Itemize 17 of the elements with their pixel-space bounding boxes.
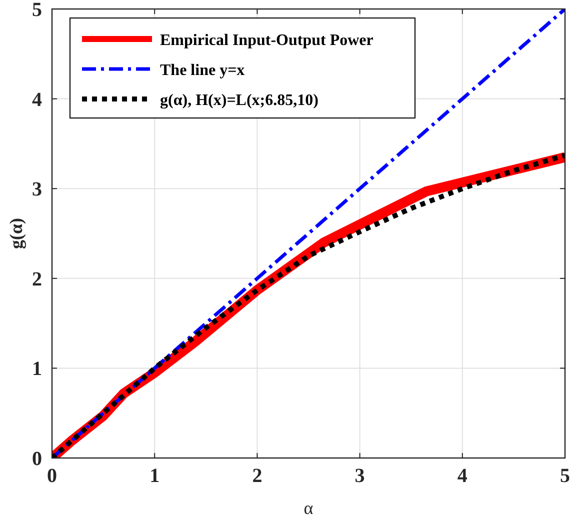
legend-label: Empirical Input-Output Power	[160, 32, 374, 49]
y-tick-label: 0	[32, 448, 42, 470]
y-tick-label: 1	[32, 358, 42, 380]
y-tick-label: 3	[32, 178, 42, 201]
x-tick-label: 3	[354, 465, 365, 487]
x-tick-label: 5	[560, 465, 570, 487]
y-tick-label: 5	[32, 0, 42, 21]
y-tick-label: 2	[32, 268, 42, 290]
y-axis-title: g(α)	[6, 218, 26, 250]
y-tick-label: 4	[32, 88, 42, 111]
x-tick-label: 0	[47, 465, 57, 487]
x-tick-label: 4	[457, 465, 468, 487]
x-axis-title: α	[304, 498, 314, 518]
legend-label: The line y=x	[160, 62, 245, 79]
legend-label: g(α), H(x)=L(x;6.85,10)	[160, 92, 318, 109]
x-tick-label: 1	[150, 465, 160, 487]
x-tick-label: 2	[252, 465, 262, 487]
